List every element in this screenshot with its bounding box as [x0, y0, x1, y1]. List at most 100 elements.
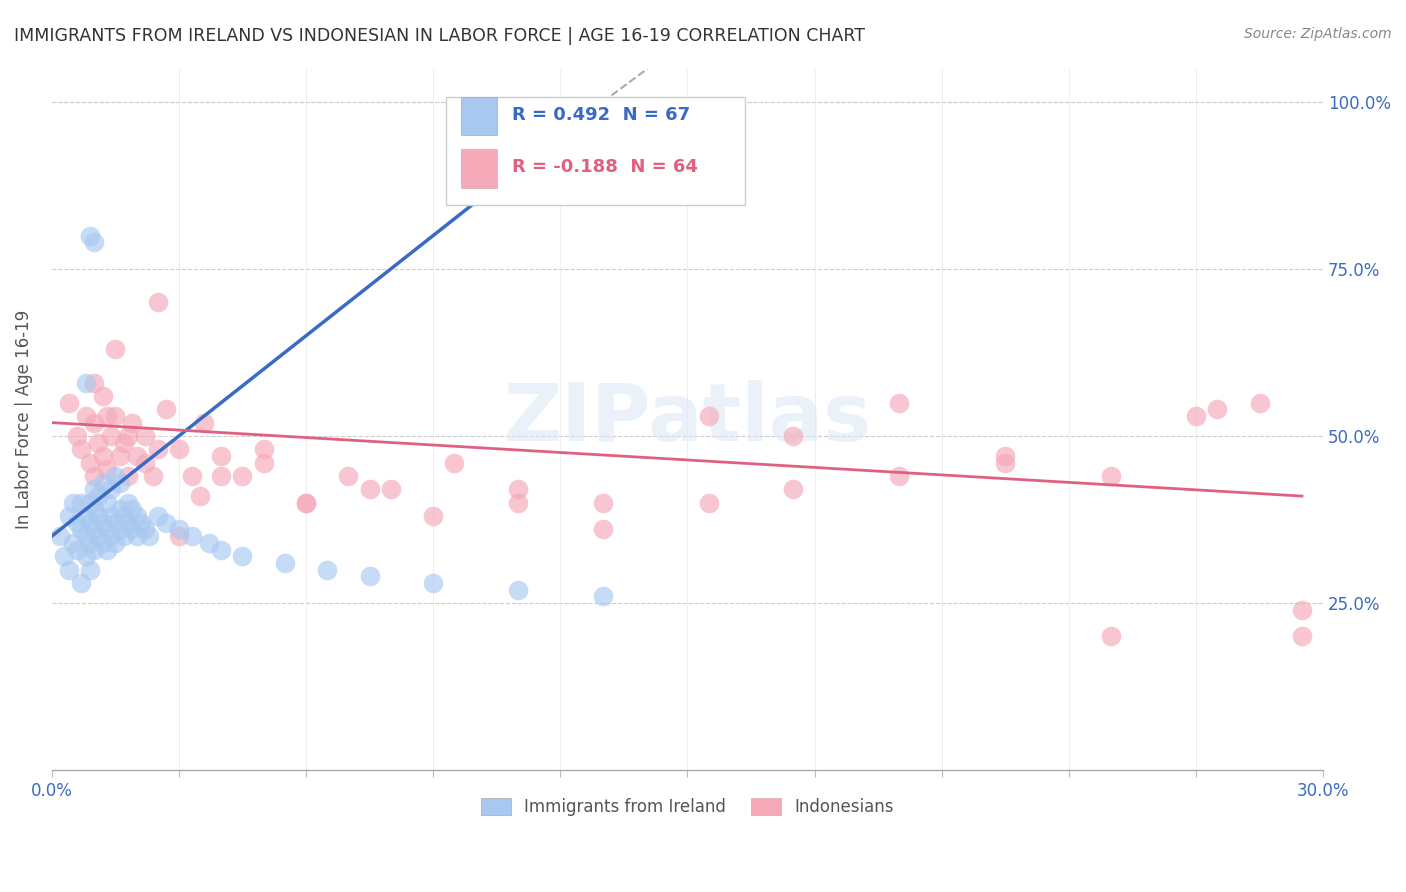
Point	[79, 563, 101, 577]
Point	[592, 589, 614, 603]
Point	[1099, 629, 1122, 643]
Point	[994, 456, 1017, 470]
Point	[91, 536, 114, 550]
Point	[1099, 469, 1122, 483]
Point	[180, 469, 202, 483]
Point	[129, 516, 152, 530]
Point	[167, 529, 190, 543]
Point	[87, 489, 110, 503]
Point	[91, 516, 114, 530]
Point	[83, 376, 105, 390]
Point	[91, 449, 114, 463]
Point	[134, 523, 156, 537]
Point	[117, 469, 139, 483]
Point	[100, 529, 122, 543]
Point	[49, 529, 72, 543]
Point	[79, 456, 101, 470]
Point	[79, 496, 101, 510]
Point	[1206, 402, 1229, 417]
Point	[697, 409, 720, 423]
Text: R = 0.492  N = 67: R = 0.492 N = 67	[512, 106, 690, 124]
Point	[104, 469, 127, 483]
Point	[108, 502, 131, 516]
Point	[79, 516, 101, 530]
Bar	[461, 96, 496, 136]
Point	[112, 529, 135, 543]
Point	[443, 456, 465, 470]
Point	[889, 469, 911, 483]
Point	[121, 523, 143, 537]
Point	[422, 509, 444, 524]
Point	[83, 502, 105, 516]
Point	[1249, 395, 1271, 409]
Point	[295, 496, 318, 510]
Point	[155, 516, 177, 530]
Point	[138, 529, 160, 543]
Point	[87, 529, 110, 543]
Point	[83, 469, 105, 483]
Point	[104, 536, 127, 550]
Point	[83, 416, 105, 430]
Point	[121, 502, 143, 516]
Point	[592, 523, 614, 537]
Point	[66, 516, 89, 530]
Point	[134, 456, 156, 470]
Point	[359, 569, 381, 583]
Point	[889, 395, 911, 409]
Point	[58, 563, 80, 577]
Point	[1291, 629, 1313, 643]
Point	[96, 523, 118, 537]
Point	[125, 449, 148, 463]
Point	[53, 549, 76, 564]
Point	[96, 462, 118, 476]
Point	[117, 496, 139, 510]
Text: R = -0.188  N = 64: R = -0.188 N = 64	[512, 158, 697, 176]
Point	[592, 496, 614, 510]
Point	[75, 409, 97, 423]
Point	[66, 542, 89, 557]
Point	[1185, 409, 1208, 423]
Point	[295, 496, 318, 510]
Point	[58, 509, 80, 524]
Point	[782, 429, 804, 443]
Point	[100, 429, 122, 443]
Point	[104, 409, 127, 423]
Point	[70, 523, 93, 537]
Point	[274, 556, 297, 570]
Point	[79, 536, 101, 550]
Point	[87, 435, 110, 450]
Point	[96, 542, 118, 557]
Point	[231, 549, 253, 564]
Point	[422, 576, 444, 591]
Point	[697, 496, 720, 510]
Legend: Immigrants from Ireland, Indonesians: Immigrants from Ireland, Indonesians	[472, 790, 903, 825]
FancyBboxPatch shape	[446, 96, 745, 205]
Point	[91, 475, 114, 490]
Point	[75, 509, 97, 524]
Point	[231, 469, 253, 483]
Point	[506, 483, 529, 497]
Point	[253, 456, 276, 470]
Point	[100, 483, 122, 497]
Point	[62, 536, 84, 550]
Point	[100, 509, 122, 524]
Point	[104, 342, 127, 356]
Point	[209, 449, 232, 463]
Point	[112, 509, 135, 524]
Point	[155, 402, 177, 417]
Point	[506, 582, 529, 597]
Point	[1291, 602, 1313, 616]
Point	[125, 509, 148, 524]
Point	[58, 395, 80, 409]
Point	[83, 542, 105, 557]
Point	[66, 429, 89, 443]
Point	[167, 442, 190, 457]
Point	[142, 469, 165, 483]
Point	[70, 496, 93, 510]
Point	[134, 429, 156, 443]
Y-axis label: In Labor Force | Age 16-19: In Labor Force | Age 16-19	[15, 310, 32, 529]
Point	[380, 483, 402, 497]
Point	[117, 429, 139, 443]
Point	[359, 483, 381, 497]
Point	[506, 496, 529, 510]
